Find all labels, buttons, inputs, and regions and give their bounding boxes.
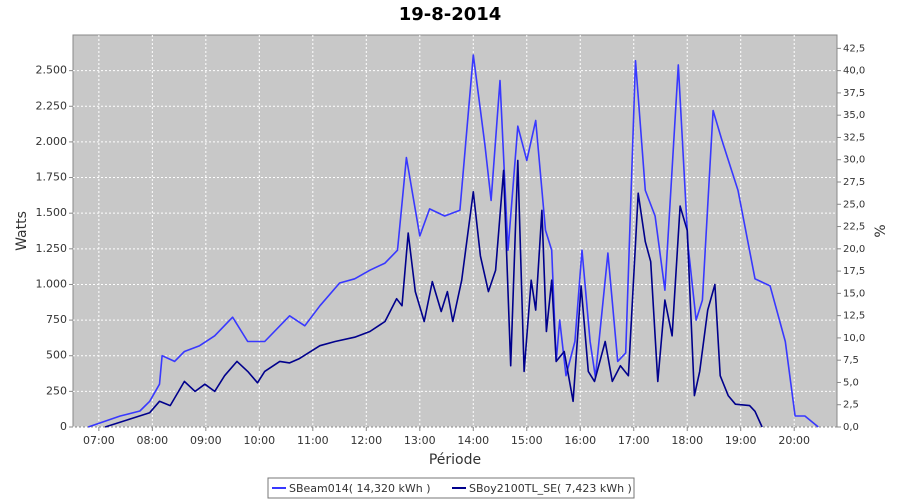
x-axis-label: Période [429,452,481,468]
y2-tick-label: 25,0 [843,199,865,210]
y2-tick-label: 32,5 [843,132,865,143]
y2-tick-label: 40,0 [843,66,865,77]
y2-tick-label: 30,0 [843,155,865,166]
y2-tick-label: 7,5 [843,355,859,366]
x-tick-label: 09:00 [190,434,222,447]
series-line [87,54,819,428]
y2-tick-label: 42,5 [843,43,865,54]
x-tick-label: 12:00 [350,434,382,447]
y2-tick-label: 35,0 [843,110,865,121]
y2-tick-label: 15,0 [843,288,865,299]
x-tick-label: 11:00 [297,434,329,447]
x-tick-label: 18:00 [671,434,703,447]
y2-tick-label: 20,0 [843,244,865,255]
x-tick-label: 14:00 [457,434,489,447]
y-tick-label: 250 [46,384,67,397]
legend [267,477,635,499]
legend-label: SBeam014( 14,320 kWh ) [289,482,431,495]
x-tick-label: 20:00 [778,434,810,447]
x-tick-label: 15:00 [511,434,543,447]
y-tick-label: 0 [60,420,67,433]
y-tick-label: 1.750 [36,171,68,184]
x-tick-label: 16:00 [564,434,596,447]
y-tick-label: 1.000 [36,277,68,290]
y2-tick-label: 5,0 [843,377,859,388]
chart-title: 19-8-2014 [399,4,502,25]
y2-axis-label: % [873,224,889,237]
y-tick-label: 1.250 [36,242,68,255]
x-tick-label: 19:00 [725,434,757,447]
y2-tick-label: 22,5 [843,222,865,233]
x-tick-label: 08:00 [136,434,168,447]
y-tick-label: 1.500 [36,206,68,219]
y2-tick-label: 17,5 [843,266,865,277]
y2-tick-label: 10,0 [843,333,865,344]
x-tick-label: 13:00 [404,434,436,447]
series-line [104,159,763,428]
x-tick-label: 07:00 [83,434,115,447]
y-tick-label: 2.250 [36,99,68,112]
y-tick-label: 500 [46,349,67,362]
x-tick-label: 10:00 [243,434,275,447]
y2-tick-label: 12,5 [843,311,865,322]
y-tick-label: 750 [46,313,67,326]
x-tick-label: 17:00 [618,434,650,447]
legend-label: SBoy2100TL_SE( 7,423 kWh ) [469,482,632,495]
y-axis-label: Watts [14,211,30,251]
y2-tick-label: 0,0 [843,422,859,433]
y-tick-label: 2.000 [36,135,68,148]
y2-tick-label: 27,5 [843,177,865,188]
y2-tick-label: 2,5 [843,400,859,411]
y2-tick-label: 37,5 [843,88,865,99]
y-tick-label: 2.500 [36,64,68,77]
plot-area [72,34,838,428]
